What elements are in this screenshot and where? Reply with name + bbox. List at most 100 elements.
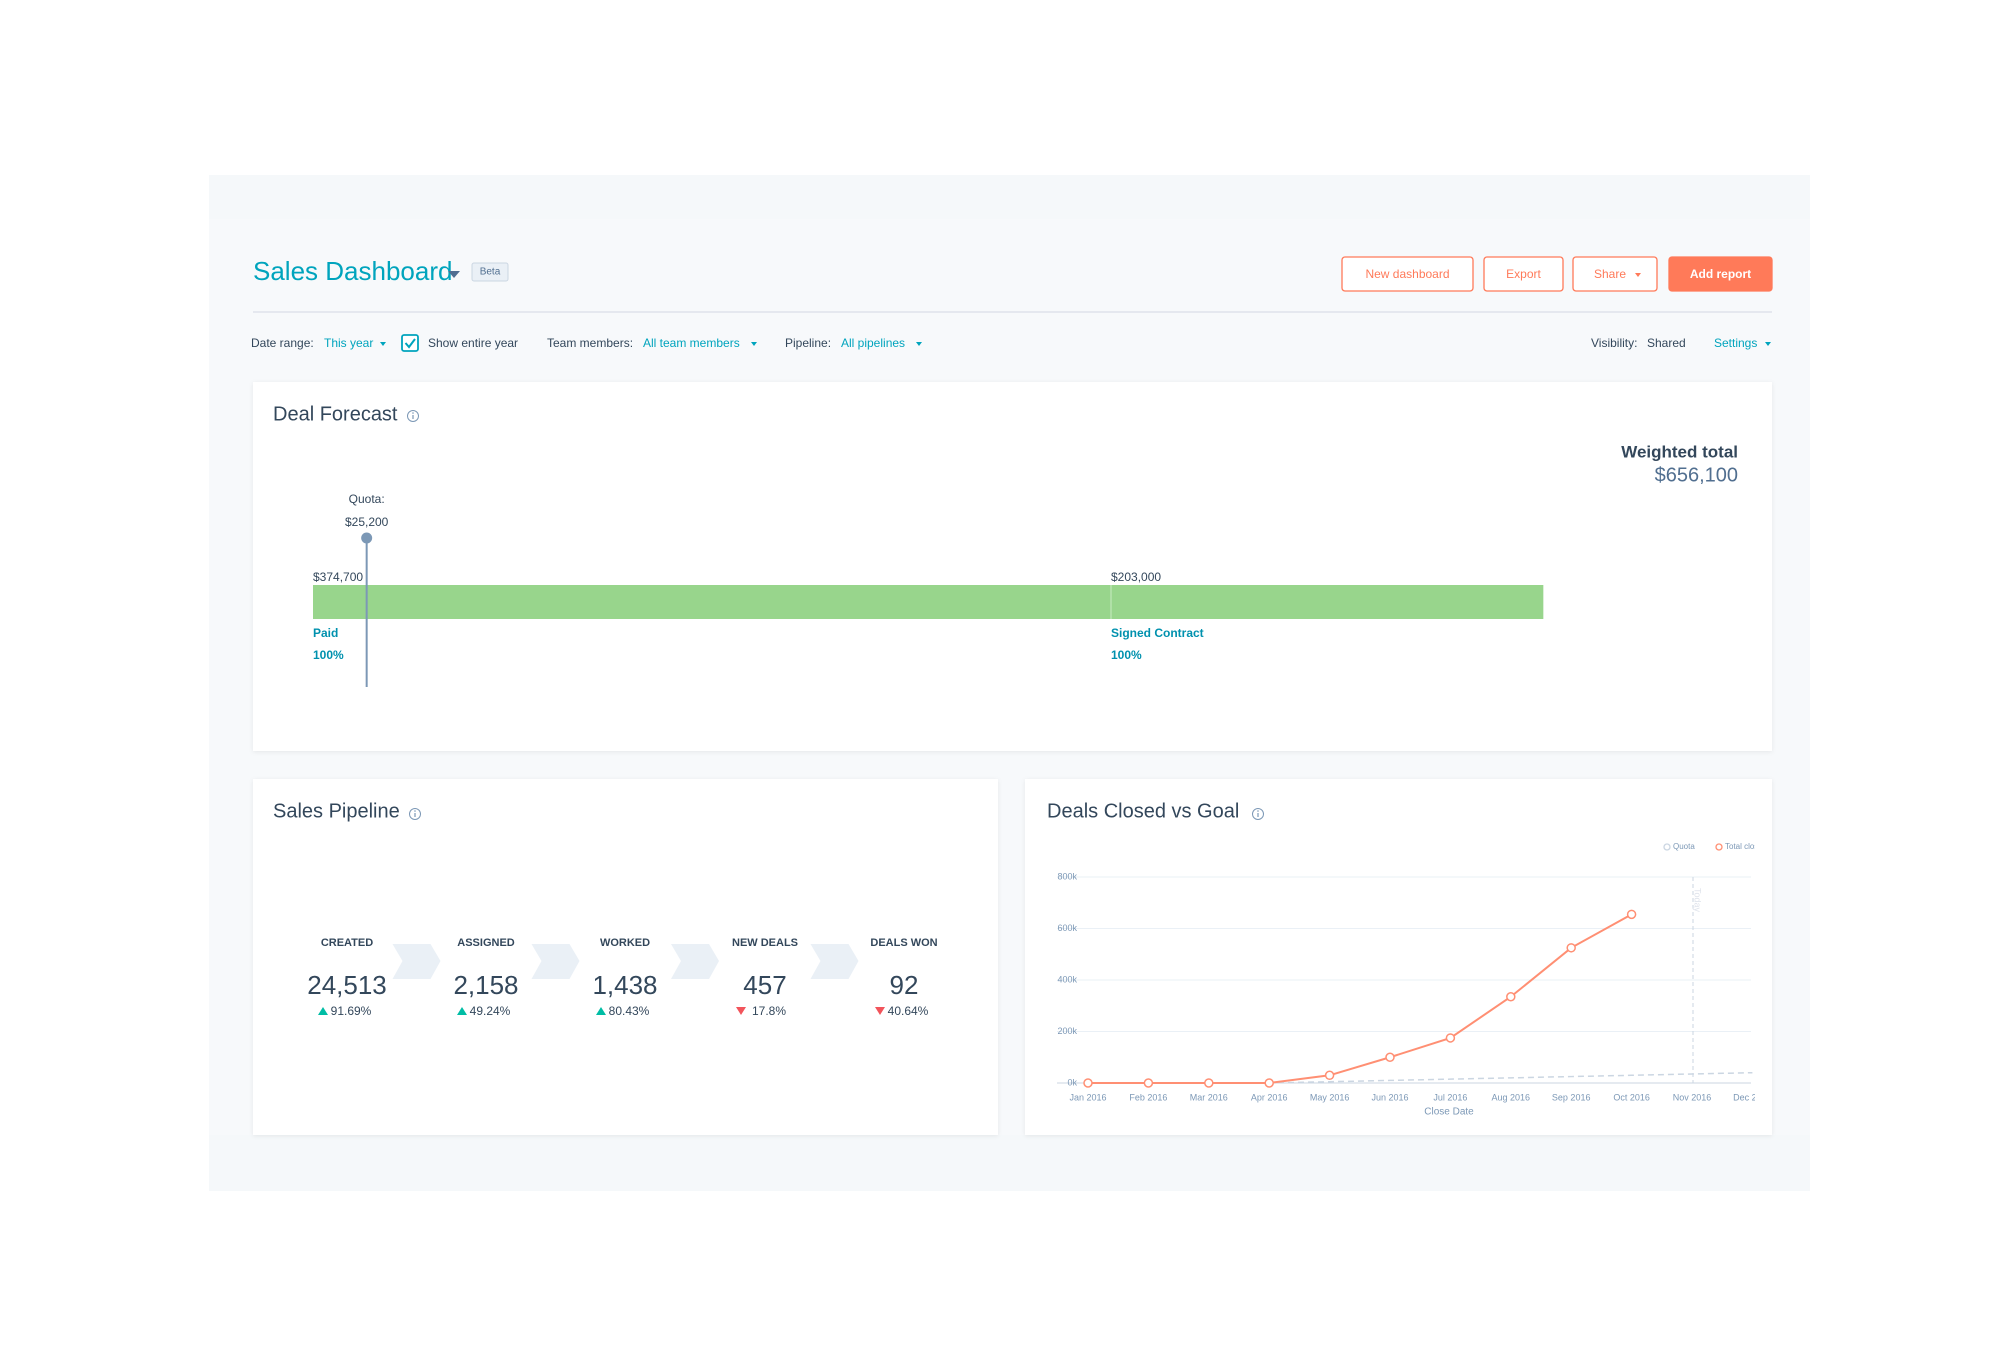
data-point bbox=[1626, 909, 1637, 920]
x-tick-label: Feb 2016 bbox=[1129, 1092, 1167, 1102]
filter-value: Shared bbox=[1647, 336, 1686, 350]
x-tick-label: Sep 2016 bbox=[1552, 1092, 1591, 1102]
quota-marker bbox=[361, 532, 373, 544]
button-label: Share bbox=[1594, 267, 1626, 281]
stage-label: DEALS WON bbox=[870, 937, 937, 949]
data-point bbox=[1506, 991, 1516, 1002]
page-title: Sales Dashboard bbox=[253, 256, 452, 286]
y-tick-label: 400k bbox=[1057, 974, 1077, 984]
stage-change: 17.8% bbox=[752, 1004, 786, 1018]
stage-value: 92 bbox=[890, 970, 919, 1000]
info-circle bbox=[1252, 808, 1264, 820]
dropdown-caret bbox=[751, 342, 757, 346]
data-point bbox=[1264, 1078, 1274, 1088]
x-tick-label: May 2016 bbox=[1310, 1092, 1350, 1102]
settings-link[interactable]: Settings bbox=[1714, 336, 1757, 350]
stage-label: NEW DEALS bbox=[732, 937, 798, 949]
button[interactable] bbox=[1572, 256, 1658, 292]
card bbox=[253, 382, 1772, 751]
segment-value: $374,700 bbox=[313, 570, 363, 584]
beta-badge bbox=[471, 262, 509, 282]
legend-label: Total closed bbox=[1725, 842, 1767, 851]
data-point bbox=[1566, 943, 1576, 953]
stage-value: 457 bbox=[743, 970, 786, 1000]
data-point bbox=[1143, 1078, 1154, 1088]
checkbox[interactable] bbox=[401, 334, 419, 352]
quota-label: Quota: bbox=[349, 492, 385, 506]
x-tick-label: Nov 2016 bbox=[1673, 1092, 1712, 1102]
x-tick-label: Aug 2016 bbox=[1492, 1092, 1531, 1102]
card bbox=[1025, 779, 1772, 1135]
trend-arrow bbox=[875, 1007, 885, 1015]
forecast-bar bbox=[313, 585, 1111, 619]
series-line bbox=[1088, 913, 1633, 1084]
card-title: Sales Pipeline bbox=[273, 800, 400, 822]
data-point bbox=[1083, 1078, 1093, 1088]
stage-value: 2,158 bbox=[453, 970, 518, 1000]
trend-arrow bbox=[318, 1007, 328, 1015]
info-dot bbox=[414, 810, 416, 812]
forecast-bar bbox=[1111, 585, 1544, 619]
data-point bbox=[1324, 1070, 1335, 1081]
dropdown-caret bbox=[916, 342, 922, 346]
stage-change: 91.69% bbox=[331, 1004, 372, 1018]
x-tick-label: Jun 2016 bbox=[1371, 1092, 1408, 1102]
stage-change: 49.24% bbox=[470, 1004, 511, 1018]
button-label: Export bbox=[1506, 267, 1541, 281]
info-circle bbox=[407, 410, 419, 422]
x-tick-label: Apr 2016 bbox=[1251, 1092, 1288, 1102]
trend-arrow bbox=[596, 1007, 606, 1015]
line-chart: 0k 200k 400k 600k 800k Jan 2016 Feb 2016 Mar 20… bbox=[1057, 842, 1772, 1118]
filter-label: Visibility: bbox=[1591, 336, 1637, 350]
weighted-total-value: $656,100 bbox=[1655, 464, 1738, 486]
segment-percent: 100% bbox=[313, 648, 344, 662]
filter-value[interactable]: This year bbox=[324, 336, 373, 350]
info-dot bbox=[412, 412, 414, 414]
quota-value: $25,200 bbox=[345, 515, 389, 529]
weighted-total-label: Weighted total bbox=[1621, 442, 1738, 461]
segment-value: $203,000 bbox=[1111, 570, 1161, 584]
button-label: New dashboard bbox=[1365, 267, 1449, 281]
title-caret[interactable] bbox=[448, 271, 460, 278]
stage-chevron bbox=[810, 944, 859, 979]
card-title: Deal Forecast bbox=[273, 403, 398, 425]
info-dot bbox=[1257, 810, 1259, 812]
filter-label: Pipeline: bbox=[785, 336, 831, 350]
filter-value[interactable]: All pipelines bbox=[841, 336, 905, 350]
segment-name: Signed Contract bbox=[1111, 626, 1204, 640]
y-tick-label: 0k bbox=[1067, 1077, 1077, 1087]
button[interactable] bbox=[1668, 256, 1773, 292]
button-label: Add report bbox=[1690, 267, 1751, 281]
y-tick-label: 200k bbox=[1057, 1026, 1077, 1036]
today-annotation: Today bbox=[1693, 888, 1703, 913]
info-icon bbox=[407, 410, 419, 422]
segment-percent: 100% bbox=[1111, 648, 1142, 662]
stage-change: 40.64% bbox=[888, 1004, 929, 1018]
x-tick-label: Mar 2016 bbox=[1190, 1092, 1228, 1102]
stage-value: 1,438 bbox=[592, 970, 657, 1000]
stage-value: 24,513 bbox=[307, 970, 387, 1000]
filter-label: Date range: bbox=[251, 336, 314, 350]
button[interactable] bbox=[1341, 256, 1474, 292]
stage-label: ASSIGNED bbox=[457, 937, 515, 949]
stage-change: 80.43% bbox=[609, 1004, 650, 1018]
legend-marker bbox=[1715, 843, 1723, 851]
filter-label: Team members: bbox=[547, 336, 633, 350]
segment-name: Paid bbox=[313, 626, 338, 640]
stage-chevron bbox=[671, 944, 719, 979]
data-point bbox=[1385, 1052, 1395, 1062]
filter-value[interactable]: All team members bbox=[643, 336, 740, 350]
x-tick-label: Dec 2016 bbox=[1733, 1092, 1772, 1102]
button-caret bbox=[1635, 273, 1641, 277]
button[interactable] bbox=[1483, 256, 1564, 292]
beta-badge-text: Beta bbox=[480, 267, 501, 278]
card-title: Deals Closed vs Goal bbox=[1047, 800, 1239, 822]
info-icon bbox=[1252, 808, 1264, 820]
y-tick-label: 800k bbox=[1057, 871, 1077, 881]
stage-label: WORKED bbox=[600, 937, 650, 949]
info-circle bbox=[409, 808, 421, 820]
x-tick-label: Jan 2016 bbox=[1069, 1092, 1106, 1102]
stage-chevron bbox=[392, 944, 441, 979]
data-point bbox=[1204, 1078, 1214, 1088]
